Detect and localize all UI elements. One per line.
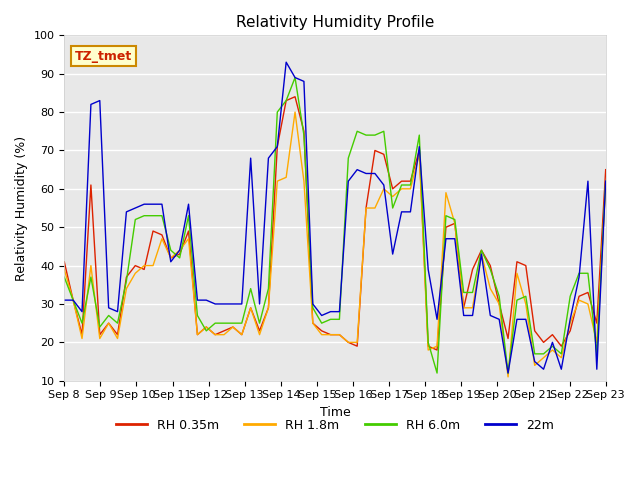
- X-axis label: Time: Time: [319, 406, 350, 419]
- Title: Relativity Humidity Profile: Relativity Humidity Profile: [236, 15, 434, 30]
- Legend: RH 0.35m, RH 1.8m, RH 6.0m, 22m: RH 0.35m, RH 1.8m, RH 6.0m, 22m: [111, 414, 559, 437]
- Y-axis label: Relativity Humidity (%): Relativity Humidity (%): [15, 135, 28, 281]
- Text: TZ_tmet: TZ_tmet: [75, 49, 132, 62]
